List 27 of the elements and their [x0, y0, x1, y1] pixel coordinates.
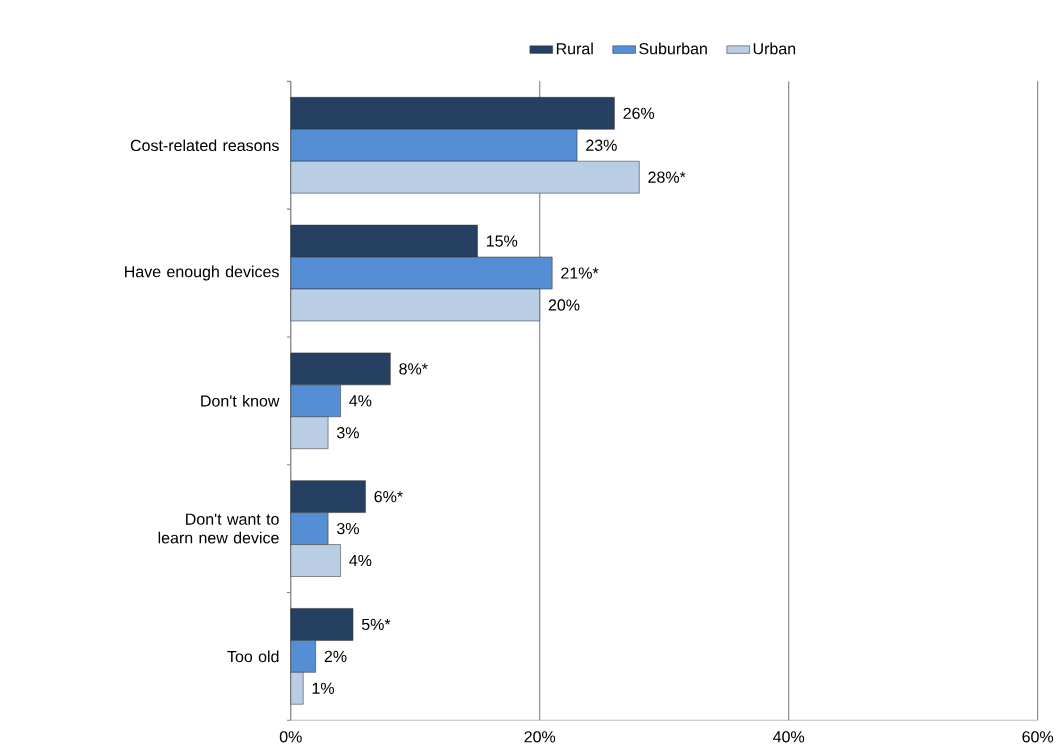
y-tick-label: Cost-related reasons — [130, 139, 279, 152]
data-label: 3% — [336, 522, 359, 535]
data-label: 1% — [312, 682, 335, 694]
data-label: 15% — [486, 235, 518, 247]
data-label: 6%* — [374, 491, 403, 503]
y-tick-label: Too old — [227, 650, 279, 663]
data-label: 4% — [349, 554, 372, 567]
y-tick-label: Have enough devices — [125, 265, 279, 281]
y-tick-label: Don't want to learn new device — [158, 513, 279, 544]
data-label: 2% — [324, 650, 347, 663]
x-tick-label: 40% — [773, 731, 805, 743]
data-label: 3% — [336, 427, 359, 439]
legend-label: Urban — [753, 42, 796, 55]
x-tick-label: 0% — [279, 731, 302, 743]
legend-label: Rural — [556, 42, 593, 55]
x-tick-label: 20% — [524, 731, 556, 743]
legend-label: Suburban — [639, 42, 707, 55]
data-label: 8%* — [399, 363, 428, 375]
data-label: 28%* — [648, 171, 686, 183]
data-label: 5%* — [361, 618, 391, 631]
data-label: 26% — [623, 107, 655, 120]
data-label: 20% — [548, 299, 580, 311]
y-tick-label: Don't know — [201, 394, 280, 407]
x-tick-label: 60% — [1022, 731, 1054, 743]
data-label: 23% — [586, 139, 617, 151]
data-label: 21%* — [561, 267, 599, 279]
data-label: 4% — [349, 395, 372, 407]
